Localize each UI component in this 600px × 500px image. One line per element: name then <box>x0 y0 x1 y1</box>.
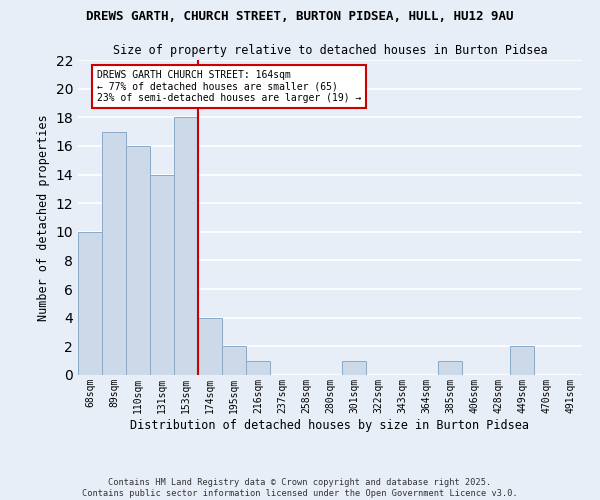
Bar <box>222 346 246 375</box>
Bar <box>150 174 174 375</box>
Bar <box>102 132 126 375</box>
Bar <box>78 232 102 375</box>
X-axis label: Distribution of detached houses by size in Burton Pidsea: Distribution of detached houses by size … <box>131 418 530 432</box>
Text: Contains HM Land Registry data © Crown copyright and database right 2025.
Contai: Contains HM Land Registry data © Crown c… <box>82 478 518 498</box>
Bar <box>174 118 198 375</box>
Text: DREWS GARTH CHURCH STREET: 164sqm
← 77% of detached houses are smaller (65)
23% : DREWS GARTH CHURCH STREET: 164sqm ← 77% … <box>97 70 362 103</box>
Bar <box>510 346 534 375</box>
Bar <box>246 360 270 375</box>
Y-axis label: Number of detached properties: Number of detached properties <box>37 114 50 321</box>
Bar <box>126 146 150 375</box>
Bar <box>438 360 462 375</box>
Bar <box>342 360 366 375</box>
Title: Size of property relative to detached houses in Burton Pidsea: Size of property relative to detached ho… <box>113 44 547 58</box>
Bar <box>198 318 222 375</box>
Text: DREWS GARTH, CHURCH STREET, BURTON PIDSEA, HULL, HU12 9AU: DREWS GARTH, CHURCH STREET, BURTON PIDSE… <box>86 10 514 23</box>
